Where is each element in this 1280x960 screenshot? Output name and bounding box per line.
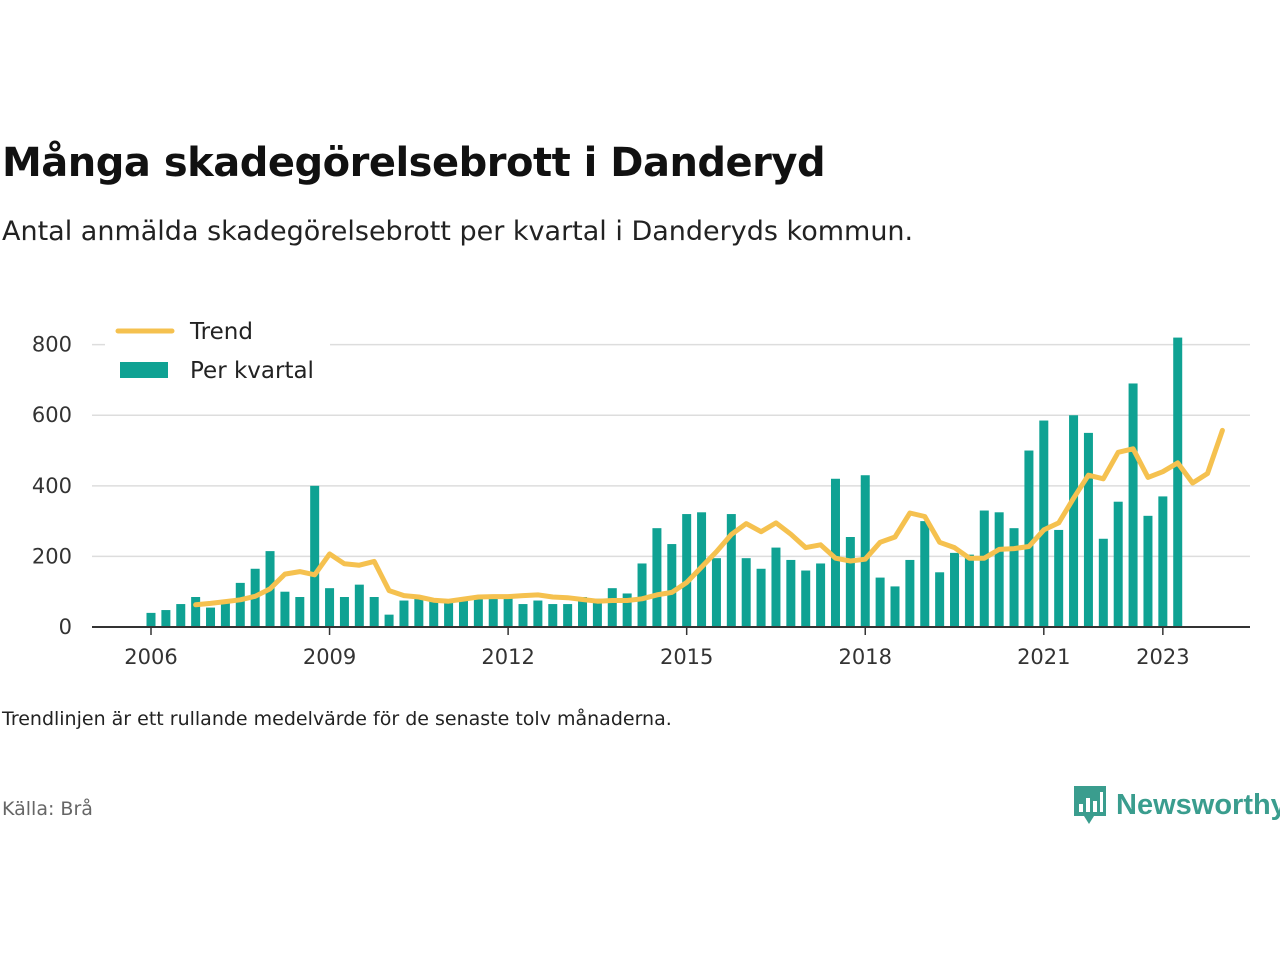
source-label: Källa: Brå <box>2 798 93 820</box>
bar <box>399 600 409 627</box>
bar <box>339 597 349 627</box>
trend-series <box>193 427 1225 608</box>
bar <box>667 544 677 627</box>
y-tick-label: 600 <box>32 403 72 427</box>
bar <box>473 597 483 627</box>
bar <box>890 586 900 627</box>
legend: Trend Per kvartal <box>105 316 330 396</box>
bar <box>1083 432 1093 627</box>
bar <box>444 602 454 627</box>
bar <box>875 577 885 627</box>
bar <box>1024 450 1034 627</box>
y-tick-label: 200 <box>32 544 72 568</box>
bar <box>920 521 930 627</box>
brand-name: Newsworthy <box>1116 788 1280 821</box>
bar <box>607 588 617 627</box>
chart-subtitle: Antal anmälda skadegörelsebrott per kvar… <box>2 216 914 247</box>
bar <box>816 563 826 627</box>
bar <box>458 598 468 627</box>
bar <box>1069 415 1079 627</box>
bar <box>979 510 989 627</box>
bar <box>771 547 781 627</box>
bar <box>414 597 424 627</box>
bar <box>801 570 811 627</box>
bar <box>578 597 588 627</box>
bar <box>682 514 692 627</box>
bar <box>310 485 320 627</box>
legend-trend-label: Trend <box>189 319 253 345</box>
newsworthy-logo: Newsworthy <box>1072 784 1280 826</box>
y-tick-label: 800 <box>32 333 72 357</box>
x-tick-label: 2021 <box>1017 645 1070 669</box>
bar <box>711 558 721 627</box>
x-tick-label: 2006 <box>124 645 177 669</box>
x-tick-label: 2009 <box>303 645 356 669</box>
bar <box>503 597 513 627</box>
bar <box>429 600 439 627</box>
bar <box>1098 538 1108 627</box>
bar <box>786 559 796 627</box>
x-tick-label: 2023 <box>1136 645 1189 669</box>
bar <box>1158 496 1168 627</box>
bar <box>280 591 290 627</box>
bar <box>830 478 840 627</box>
bar <box>994 512 1004 627</box>
x-tick-label: 2015 <box>660 645 713 669</box>
x-axis: 2006 2009 2012 2015 2018 2021 2023 <box>92 626 1250 669</box>
bar <box>325 588 335 627</box>
legend-bar-label: Per kvartal <box>190 358 314 384</box>
bar <box>191 597 201 627</box>
bar <box>637 563 647 627</box>
trend-note: Trendlinjen är ett rullande medelvärde f… <box>2 708 672 730</box>
bar <box>741 558 751 627</box>
bar <box>220 602 230 627</box>
bar <box>1173 337 1183 627</box>
bar <box>146 612 156 627</box>
bar <box>845 537 855 627</box>
bar <box>1039 420 1049 627</box>
bar <box>950 552 960 627</box>
bar <box>369 597 379 627</box>
chart-title: Många skadegörelsebrott i Danderyd <box>2 140 826 186</box>
bar <box>1128 383 1138 627</box>
bar <box>533 600 543 627</box>
bar <box>563 604 573 627</box>
bar <box>905 559 915 627</box>
bar <box>756 568 766 627</box>
bar <box>548 604 558 627</box>
bar <box>161 610 171 627</box>
bar <box>295 597 305 627</box>
bar <box>488 597 498 627</box>
bar <box>235 582 245 627</box>
bar <box>176 604 186 627</box>
legend-bar-swatch <box>120 362 168 378</box>
bar <box>518 604 528 627</box>
y-axis: 0 200 400 600 800 <box>32 333 72 639</box>
bar <box>592 598 602 627</box>
x-tick-label: 2012 <box>481 645 534 669</box>
bar <box>726 514 736 627</box>
bar <box>860 475 870 627</box>
newsworthy-bar-chart-icon <box>1074 786 1106 824</box>
bar <box>354 584 364 627</box>
bar <box>652 528 662 627</box>
y-tick-label: 0 <box>59 615 72 639</box>
bar <box>935 572 945 627</box>
bar <box>622 593 632 627</box>
bar <box>206 607 216 627</box>
bar <box>1143 515 1153 627</box>
y-tick-label: 400 <box>32 474 72 498</box>
bar <box>1054 529 1064 627</box>
x-tick-label: 2018 <box>839 645 892 669</box>
bar <box>1113 501 1123 627</box>
bar <box>964 554 974 627</box>
trend-line <box>193 427 1225 608</box>
bar <box>1009 528 1019 627</box>
bar <box>384 614 394 627</box>
